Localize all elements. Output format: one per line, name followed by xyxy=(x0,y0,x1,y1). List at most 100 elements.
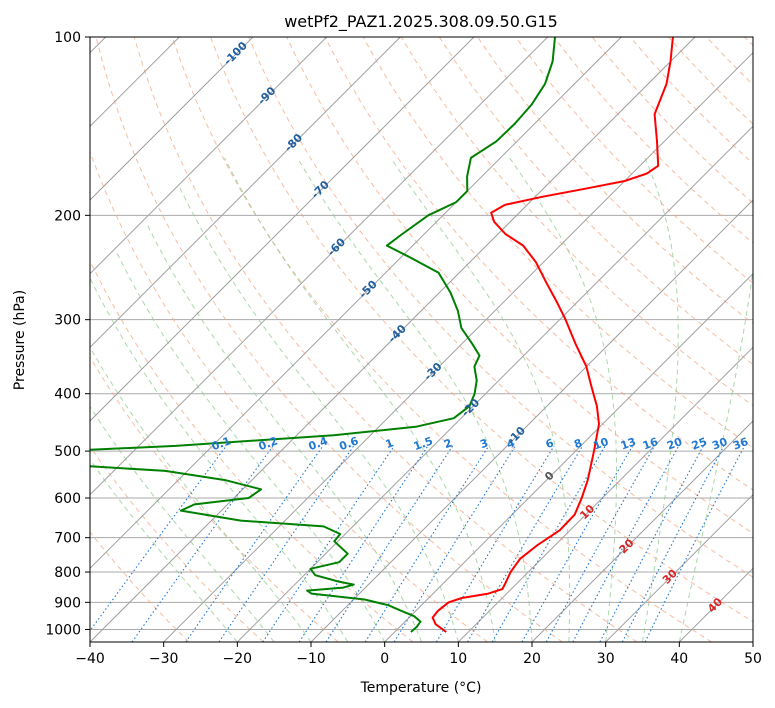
dry-adiabat-line xyxy=(210,37,753,623)
y-tick-label: 1000 xyxy=(45,622,81,638)
moist-adiabat-line xyxy=(90,405,275,642)
x-tick-label: 10 xyxy=(449,651,467,667)
plot-frame xyxy=(89,36,754,643)
mixing-ratio-label: 4 xyxy=(505,436,517,451)
y-axis-label: Pressure (hPa) xyxy=(12,290,28,390)
moist-adiabat-line xyxy=(678,266,753,642)
isotherm-line xyxy=(310,199,753,642)
y-tick-label: 200 xyxy=(54,208,81,224)
dry-adiabat-line xyxy=(90,531,190,642)
x-tick-label: −30 xyxy=(149,651,179,667)
mixing-ratio-line xyxy=(131,445,274,642)
chart-title: wetPf2_PAZ1.2025.308.09.50.G15 xyxy=(284,12,558,32)
x-axis-label: Temperature (°C) xyxy=(360,680,482,696)
y-tick-label: 300 xyxy=(54,313,81,329)
mixing-ratio-label: 10 xyxy=(591,435,610,453)
mixing-ratio-label: 8 xyxy=(572,436,584,451)
mixing-ratio-label: 3 xyxy=(478,436,490,451)
y-tick-label: 800 xyxy=(54,565,81,581)
isotherm-line xyxy=(531,420,753,642)
x-tick-label: −10 xyxy=(296,651,326,667)
mixing-ratio-line xyxy=(218,445,355,642)
x-tick-label: 0 xyxy=(380,651,389,667)
dry-adiabat-line xyxy=(171,37,712,642)
temperature-profile-line xyxy=(431,37,674,633)
mixing-ratio-label: 25 xyxy=(690,435,709,452)
plot-area: 0.1 0.2 0.4 0.6 1 1.5 2 3 4 6 8 10 13 16 20 25 30 36-100-… xyxy=(90,37,753,642)
y-tick-label: 600 xyxy=(54,491,81,507)
mixing-ratio-line xyxy=(364,445,490,642)
mixing-ratio-line xyxy=(298,445,429,642)
mixing-ratio-label: 6 xyxy=(544,436,556,451)
y-tick-label: 400 xyxy=(54,387,81,403)
moist-adiabat-line xyxy=(145,221,422,642)
x-tick-label: 20 xyxy=(523,651,541,667)
mixing-ratio-label: 0.2 xyxy=(257,434,280,453)
isotherm-line xyxy=(236,125,753,642)
y-tick-label: 900 xyxy=(54,595,81,611)
isotherm-line xyxy=(163,51,753,642)
isotherm-line xyxy=(605,493,753,642)
mixing-ratio-lines xyxy=(90,445,746,642)
mixing-ratio-label: 0.6 xyxy=(338,434,361,453)
moist-adiabat-line xyxy=(642,157,679,642)
isotherm-line xyxy=(90,37,549,496)
dry-adiabat-line xyxy=(90,445,264,642)
mixing-ratio-label: 2 xyxy=(442,436,454,451)
mixing-ratio-label: 13 xyxy=(619,435,638,452)
mixing-ratio-label: 20 xyxy=(665,435,684,453)
isotherm-line xyxy=(90,37,696,642)
dry-adiabat-line xyxy=(438,37,753,366)
x-tick-label: −40 xyxy=(75,651,105,667)
moist-adiabat-line xyxy=(90,346,312,642)
mixing-ratio-label: 1.5 xyxy=(412,434,435,453)
mixing-ratio-line xyxy=(185,445,324,642)
isotherm-line xyxy=(457,346,753,642)
isotherm-line xyxy=(90,37,328,275)
skewed-isotherms xyxy=(90,37,753,642)
mixing-ratio-label: 1 xyxy=(384,436,396,451)
mixing-ratio-label: 30 xyxy=(710,435,729,453)
mixing-ratio-label: 0.4 xyxy=(307,434,330,453)
mixing-ratio-line xyxy=(325,445,454,642)
isotherm-line xyxy=(90,37,475,422)
isotherm-line xyxy=(90,37,254,201)
y-tick-label: 500 xyxy=(54,444,81,460)
x-tick-label: 30 xyxy=(597,651,615,667)
x-axis-ticks: −40 −30 −20 −10 0 10 20 30 40 50 xyxy=(75,642,762,667)
dewpoint-profile-line xyxy=(90,37,556,633)
mixing-ratio-label: 36 xyxy=(731,435,750,453)
mixing-ratio-line xyxy=(262,445,395,642)
isobar-gridlines xyxy=(90,37,753,630)
isotherm-line xyxy=(90,37,401,349)
moist-adiabat-line xyxy=(297,157,533,642)
x-tick-label: 50 xyxy=(744,651,762,667)
mixing-ratio-line xyxy=(621,445,725,642)
isotherm-line xyxy=(384,272,753,642)
x-tick-label: −20 xyxy=(223,651,253,667)
profile-series xyxy=(90,37,674,633)
moist-adiabat-line xyxy=(115,251,386,642)
isotherm-line xyxy=(90,37,622,570)
mixing-ratio-line xyxy=(521,445,633,642)
moist-adiabat-line xyxy=(90,458,238,642)
moist-adiabat-line xyxy=(390,157,571,642)
mixing-ratio-line xyxy=(545,445,656,642)
mixing-ratio-line xyxy=(644,445,746,642)
dry-adiabat-line xyxy=(95,37,563,642)
moist-adiabat-line xyxy=(509,157,617,642)
mixing-ratio-line xyxy=(467,445,584,642)
mixing-ratio-label: 16 xyxy=(641,435,660,453)
dry-adiabat-line xyxy=(90,356,339,642)
y-axis-ticks: 1000 900 800 700 600 500 400 300 200 100 xyxy=(45,30,90,638)
dry-adiabat-line xyxy=(400,37,753,407)
dry-adiabat-line xyxy=(90,150,488,642)
mixing-ratio-line xyxy=(435,445,555,642)
x-tick-label: 40 xyxy=(670,651,688,667)
mixing-ratio-label: 0.1 xyxy=(210,434,233,453)
y-tick-label: 100 xyxy=(54,30,81,46)
y-tick-label: 700 xyxy=(54,531,81,547)
dry-adiabat-line xyxy=(133,37,638,642)
